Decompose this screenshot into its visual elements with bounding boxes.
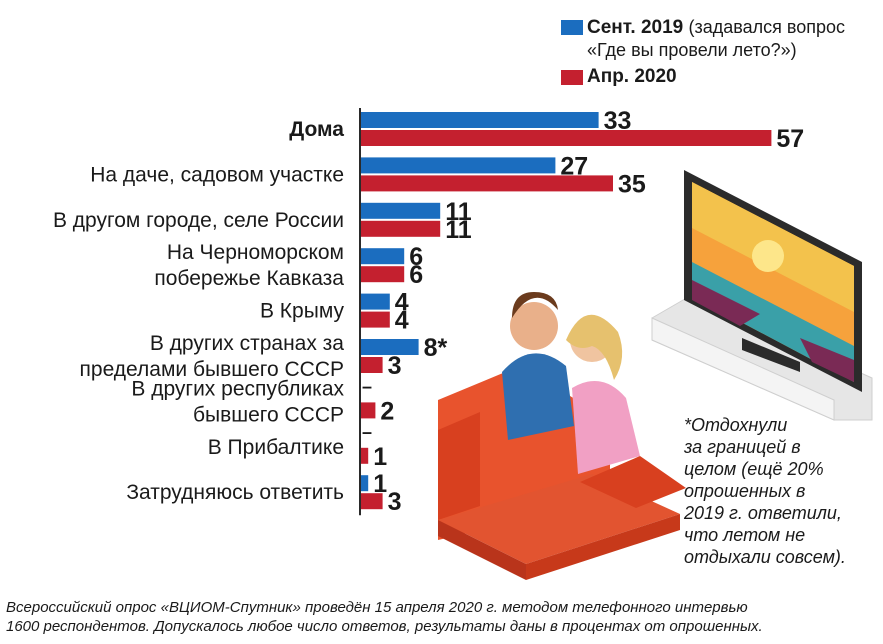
footnote-line: *Отдохнули [684, 415, 788, 435]
bar-2019 [361, 339, 419, 355]
value-label: – [362, 376, 372, 396]
value-label: 6 [409, 243, 423, 271]
value-label: 3 [388, 488, 402, 516]
legend-note-2019-b: «Где вы провели лето?») [587, 40, 797, 60]
bar-2020 [361, 311, 390, 328]
value-label: 6 [409, 261, 423, 289]
legend-note-2019-a: (задавался вопрос [688, 17, 846, 37]
legend-label-2019: Сент. 2019 [587, 17, 684, 38]
legend-label-2020: Апр. 2020 [587, 66, 677, 87]
bar-2020 [361, 402, 376, 419]
footnote-line: за границей в [684, 437, 801, 457]
category-label: В Крыму [260, 300, 345, 323]
bar-2019 [361, 157, 556, 174]
category-label: В других странах за [150, 332, 344, 355]
value-label: 4 [395, 289, 409, 317]
value-label: 1 [373, 443, 387, 471]
bar-2020 [361, 357, 383, 373]
footnote-line: 2019 г. ответили, [684, 503, 842, 523]
footnote-line: целом (ещё 20% [684, 459, 824, 479]
illustration [438, 170, 873, 580]
value-label: 8* [424, 334, 448, 362]
category-label: пределами бывшего СССР [80, 358, 344, 381]
survey-note-line: Всероссийский опрос «ВЦИОМ-Спутник» пров… [6, 599, 748, 616]
bar-2020 [361, 220, 441, 237]
bar-2019 [361, 475, 369, 492]
category-label: бывшего СССР [193, 403, 344, 426]
couple-icon [502, 292, 640, 474]
category-label: На Черноморском [167, 241, 344, 264]
category-label: В Прибалтике [208, 436, 344, 459]
bar-2019 [361, 248, 405, 265]
legend-swatch-2019 [561, 20, 583, 35]
footnote-line: отдыхали совсем). [684, 547, 846, 567]
legend-swatch-2020 [561, 70, 583, 85]
survey-note: Всероссийский опрос «ВЦИОМ-Спутник» пров… [6, 598, 882, 636]
footnote-line: опрошенных в [684, 481, 806, 501]
bar-2020 [361, 447, 369, 464]
category-label: В другом городе, селе России [53, 209, 344, 232]
value-label: 2 [380, 397, 394, 425]
bar-2019 [361, 293, 390, 310]
value-label: 11 [445, 216, 472, 244]
value-label: 11 [445, 198, 472, 226]
footnote: *Отдохнули за границей в целом (ещё 20% … [684, 414, 879, 568]
category-label: Затрудняюсь ответить [126, 481, 344, 504]
value-label: 1 [373, 470, 387, 498]
legend-item-2020: Апр. 2020 [561, 66, 883, 88]
sofa-front-icon [438, 412, 686, 580]
value-label: 3 [388, 352, 402, 380]
value-label: 35 [618, 170, 646, 198]
legend: Сент. 2019 (задавался вопрос «Где вы про… [561, 16, 883, 92]
value-label: 4 [395, 307, 409, 335]
category-label: Дома [289, 118, 344, 141]
category-label: В других республиках [131, 377, 344, 400]
legend-item-2019: Сент. 2019 (задавался вопрос «Где вы про… [561, 16, 883, 62]
footnote-line: что летом не [684, 525, 806, 545]
category-label: На даче, садовом участке [90, 163, 344, 186]
value-label: 57 [776, 125, 804, 153]
bar-2020 [361, 493, 383, 510]
bar-2020 [361, 175, 613, 192]
tv-icon [684, 170, 862, 392]
value-label: – [362, 422, 372, 442]
bar-2019 [361, 202, 441, 219]
bar-2020 [361, 266, 405, 283]
bar-2020 [361, 130, 772, 146]
category-label: побережье Кавказа [154, 267, 344, 290]
survey-note-line: 1600 респондентов. Допускалось любое чис… [6, 618, 763, 635]
bar-2019 [361, 112, 599, 128]
